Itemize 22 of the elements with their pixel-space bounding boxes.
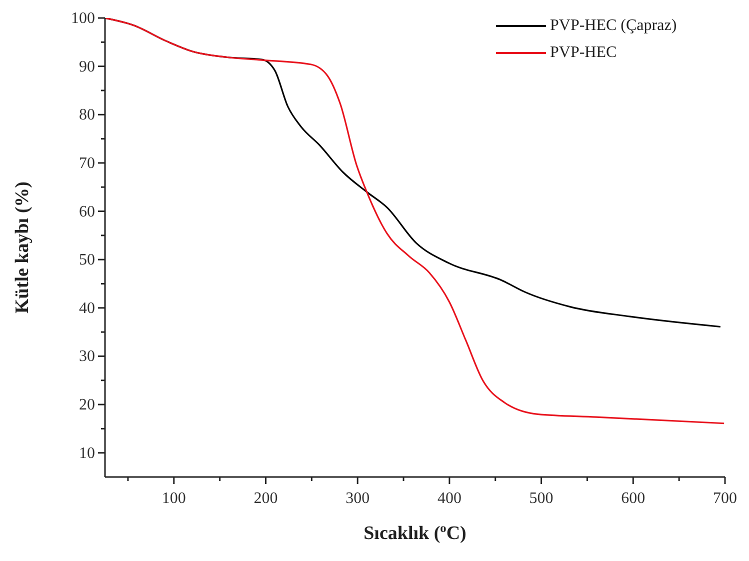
- legend-label: PVP-HEC: [550, 44, 617, 62]
- y-tick-label: 100: [71, 10, 95, 27]
- y-tick-label: 60: [79, 203, 95, 220]
- x-tick-label: 500: [529, 490, 554, 507]
- x-tick-label: 600: [621, 490, 646, 507]
- line-series: [105, 18, 725, 424]
- y-tick-label: 90: [79, 58, 95, 76]
- x-tick-label: 300: [346, 490, 370, 507]
- y-tick-label: 40: [79, 300, 95, 317]
- x-tick-label: 700: [713, 490, 737, 507]
- x-tick-label: 200: [254, 490, 278, 507]
- legend-label: PVP-HEC (Çapraz): [550, 16, 677, 34]
- y-tick-label: 10: [79, 444, 95, 462]
- x-axis-title: Sıcaklık ($^{o}$C): [364, 521, 466, 544]
- x-tick-label: 400: [437, 490, 462, 507]
- y-tick-label: 70: [79, 154, 95, 172]
- y-tick-label: 50: [79, 252, 95, 269]
- y-tick-label: 80: [79, 106, 95, 124]
- y-tick-label: 20: [79, 396, 95, 414]
- x-tick-label: 100: [162, 490, 186, 507]
- y-axis-title: Kütle kaybı (%): [12, 182, 33, 314]
- y-tick-label: 30: [79, 348, 95, 366]
